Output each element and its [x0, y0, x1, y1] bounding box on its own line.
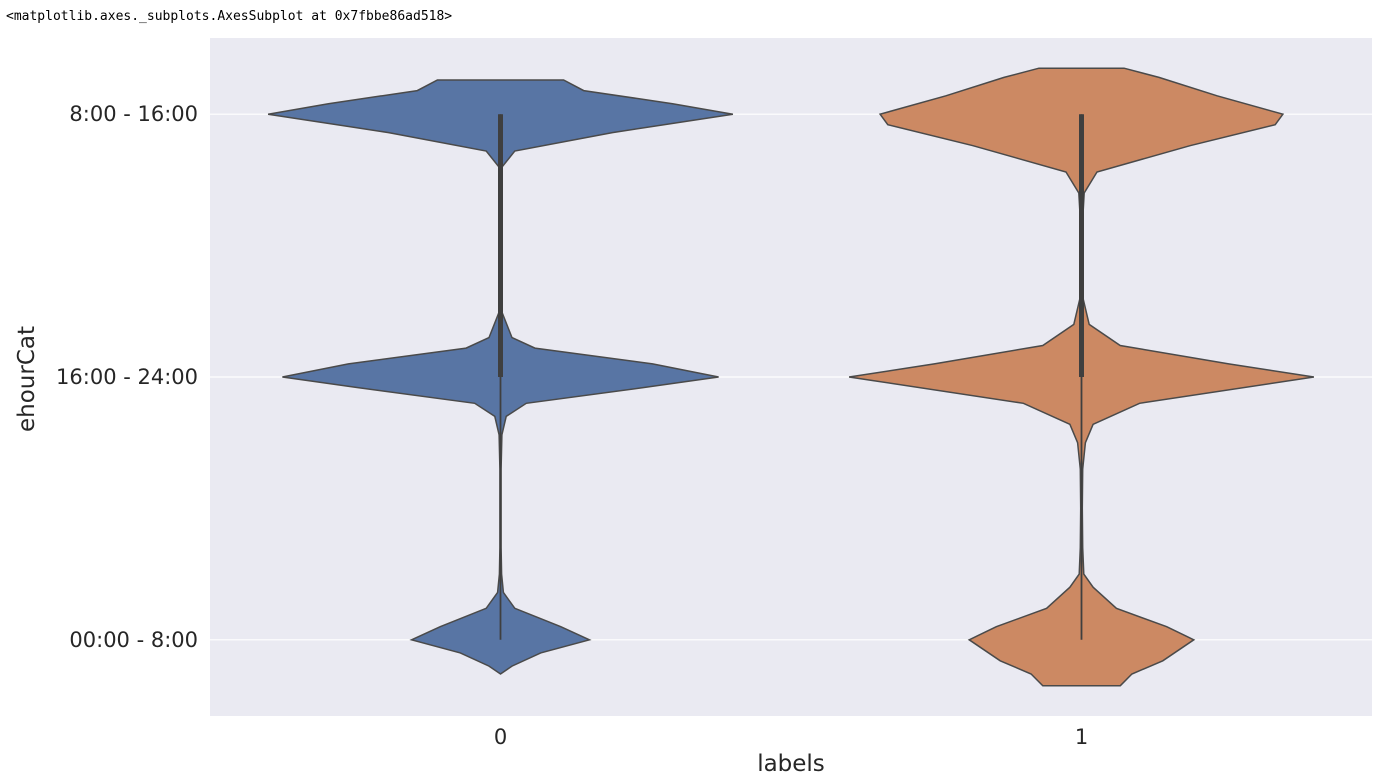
output-repr-text: <matplotlib.axes._subplots.AxesSubplot a…: [6, 9, 453, 24]
x-tick-label: 1: [1075, 725, 1088, 749]
y-axis-label: ehourCat: [14, 326, 40, 432]
x-axis-label: labels: [757, 751, 825, 776]
y-tick-label: 8:00 - 16:00: [69, 102, 198, 126]
y-tick-label: 00:00 - 8:00: [69, 628, 198, 652]
y-tick-label: 16:00 - 24:00: [56, 365, 198, 389]
x-tick-label: 0: [494, 725, 507, 749]
